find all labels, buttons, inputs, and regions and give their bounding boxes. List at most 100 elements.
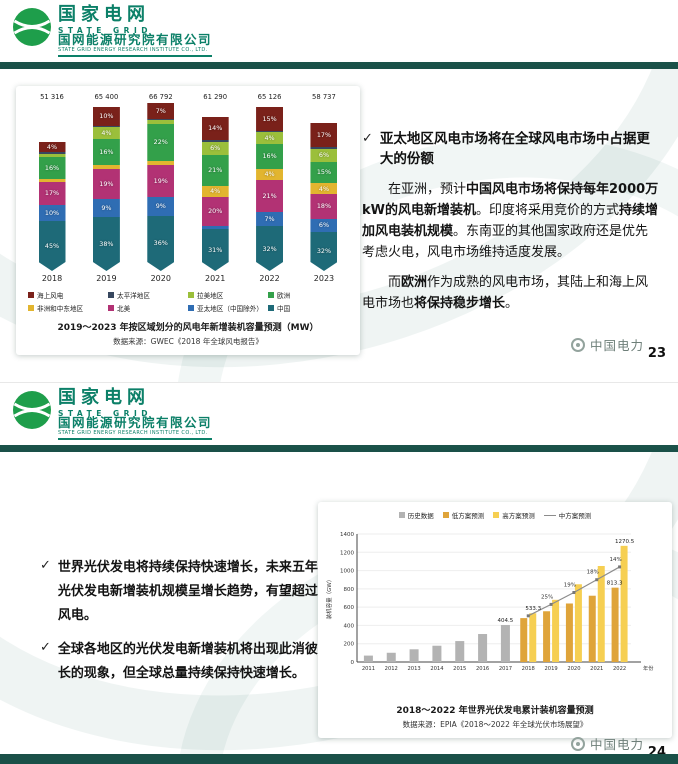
bar-wrap: 17% 6% 15% 4% 18% 6% 32% <box>302 103 346 271</box>
bar-segment: 7% <box>256 212 283 227</box>
brand-name-en: STATE GRID <box>58 408 152 418</box>
wind-stacked-bar-chart: 51 316 4% 16% 17% 10% 45% 2018 65 400 10% 4% 16% 19… <box>22 93 354 313</box>
chart-column: 51 316 4% 16% 17% 10% 45% 2018 <box>30 93 74 283</box>
bar-segment: 45% <box>39 221 66 271</box>
svg-text:1400: 1400 <box>340 532 354 538</box>
svg-text:2020: 2020 <box>567 666 580 672</box>
bar-segment <box>202 140 229 142</box>
bar-segment <box>147 120 174 124</box>
stacked-bar: 7% 22% 19% 9% 36% <box>147 103 174 271</box>
watermark-text: 中国电力 <box>589 338 644 353</box>
legend-label: 太平洋地区 <box>117 292 150 300</box>
legend-label: 中国 <box>277 305 291 313</box>
svg-text:年份: 年份 <box>643 664 654 672</box>
text-run: 在亚洲，预计 <box>388 181 467 197</box>
header-divider-bar <box>0 445 678 452</box>
bar-segment: 6% <box>310 219 337 232</box>
legend-item: 拉美地区 <box>188 290 268 300</box>
bar-segment: 19% <box>147 165 174 197</box>
bar-segment: 4% <box>39 142 66 152</box>
text-run: 欧洲 <box>401 274 428 290</box>
bar-wrap: 15% 4% 16% 4% 21% 7% 32% <box>248 103 292 271</box>
slide-header: 国家电网 STATE GRID 国网能源研究院有限公司 STATE GRID E… <box>0 383 678 445</box>
state-grid-logo-icon <box>13 391 51 429</box>
bar-segment: 22% <box>147 124 174 160</box>
legend-label: 海上风电 <box>37 292 64 300</box>
legend-swatch <box>268 305 274 311</box>
legend-label: 低方案预测 <box>451 512 485 520</box>
legend-item: 海上风电 <box>28 290 108 300</box>
bullet-text: 全球各地区的光伏发电新增装机将出现此消彼长的现象，但全球总量持续保持快速增长。 <box>57 642 318 682</box>
bar-segment: 14% <box>202 117 229 140</box>
bar-segment: 4% <box>202 186 229 197</box>
bar-segment: 9% <box>93 199 120 217</box>
bar-segment: 10% <box>39 205 66 221</box>
watermark-logo-icon <box>570 736 585 751</box>
svg-text:533.3: 533.3 <box>525 606 541 612</box>
text-run: 将保持稳步增长 <box>414 295 506 311</box>
text-run: 。 <box>505 295 519 311</box>
text-run: 作为成熟的风电市场，其陆上和海上风电市场也 <box>362 274 649 311</box>
org-name-en: STATE GRID ENERGY RESEARCH INSTITUTE CO.… <box>58 430 208 437</box>
svg-text:0: 0 <box>351 660 355 666</box>
pv-forecast-chart: 历史数据 低方案预测 高方案预测 中方案预测 0 200 400 600 800 1000 1200… <box>323 510 667 696</box>
svg-text:1200: 1200 <box>340 550 354 556</box>
svg-text:404.5: 404.5 <box>498 618 514 624</box>
legend-item: 北美 <box>108 303 188 313</box>
bar-segment: 38% <box>93 217 120 271</box>
x-tick-label: 2023 <box>313 274 335 283</box>
bullet-item: ✓ 世界光伏发电将持续保持快速增长，未来五年光伏发电新增装机规模呈增长趋势，有望… <box>40 556 320 628</box>
bar-segment: 31% <box>202 229 229 271</box>
state-grid-logo-icon <box>13 8 51 46</box>
bar-total-label: 66 792 <box>148 93 173 101</box>
bar-segment <box>93 126 120 127</box>
brand-name-en: STATE GRID <box>58 25 152 35</box>
bar-segment: 32% <box>310 232 337 271</box>
bar-segment <box>147 119 174 120</box>
bar-segment: 36% <box>147 216 174 271</box>
svg-text:2021: 2021 <box>590 666 603 672</box>
bar-segment: 17% <box>310 123 337 147</box>
legend-item: 高方案预测 <box>493 510 535 520</box>
slide-23: 国家电网 STATE GRID 国网能源研究院有限公司 STATE GRID E… <box>0 4 678 382</box>
chart-legend: 海上风电 太平洋地区 拉美地区 欧洲 非洲和中东地区 北美 亚太地区（中国除外） 中国 <box>22 290 354 313</box>
watermark-logo-icon <box>570 337 585 352</box>
chart-source: 数据来源：GWEC《2018 年全球风电报告》 <box>113 337 263 346</box>
bar-segment: 15% <box>310 162 337 184</box>
chart-column: 65 126 15% 4% 16% 4% 21% 7% 32% 2022 <box>248 93 292 283</box>
svg-text:14%: 14% <box>609 557 621 563</box>
brand-block: 国家电网 STATE GRID <box>58 388 152 418</box>
svg-text:600: 600 <box>344 605 355 611</box>
text-run: 而 <box>388 274 402 290</box>
legend-swatch <box>188 292 194 298</box>
x-tick-label: 2019 <box>96 274 117 283</box>
header-divider-bar <box>0 62 678 69</box>
bar-segment <box>202 226 229 228</box>
bullet-item: ✓ 全球各地区的光伏发电新增装机将出现此消彼长的现象，但全球总量持续保持快速增长… <box>40 638 320 686</box>
bar-segment: 21% <box>202 155 229 186</box>
svg-text:装机容量（GW）: 装机容量（GW） <box>325 577 333 620</box>
bar-segment <box>39 179 66 182</box>
legend-swatch <box>543 514 556 516</box>
org-block: 国网能源研究院有限公司 STATE GRID ENERGY RESEARCH I… <box>58 32 213 58</box>
bar-segment: 4% <box>93 127 120 138</box>
text-run: 持续增加风电装机规模 <box>362 202 659 239</box>
checkmark-icon: ✓ <box>362 131 373 146</box>
bar-segment: 4% <box>310 183 337 194</box>
x-tick-label: 2020 <box>150 274 171 283</box>
svg-text:2015: 2015 <box>453 666 466 672</box>
legend-label: 中方案预测 <box>558 512 592 520</box>
legend-swatch <box>28 292 34 298</box>
org-block: 国网能源研究院有限公司 STATE GRID ENERGY RESEARCH I… <box>58 415 213 441</box>
china-power-watermark: 中国电力 <box>570 734 644 753</box>
svg-text:2017: 2017 <box>499 666 512 672</box>
bar-segment: 6% <box>310 149 337 162</box>
bar-segment <box>39 154 66 157</box>
bar-total-label: 58 737 <box>312 93 336 101</box>
chart-column: 61 290 14% 6% 21% 4% 20% 31% 2021 <box>193 93 237 283</box>
slide-24-content: ✓ 世界光伏发电将持续保持快速增长，未来五年光伏发电新增装机规模呈增长趋势，有望… <box>0 452 678 764</box>
chart-column: 66 792 7% 22% 19% 9% 36% 2020 <box>139 93 183 283</box>
svg-text:2014: 2014 <box>430 666 444 672</box>
bullet-text: 世界光伏发电将持续保持快速增长，未来五年光伏发电新增装机规模呈增长趋势，有望超过… <box>57 560 318 624</box>
stacked-bar: 15% 4% 16% 4% 21% 7% 32% <box>256 107 283 271</box>
